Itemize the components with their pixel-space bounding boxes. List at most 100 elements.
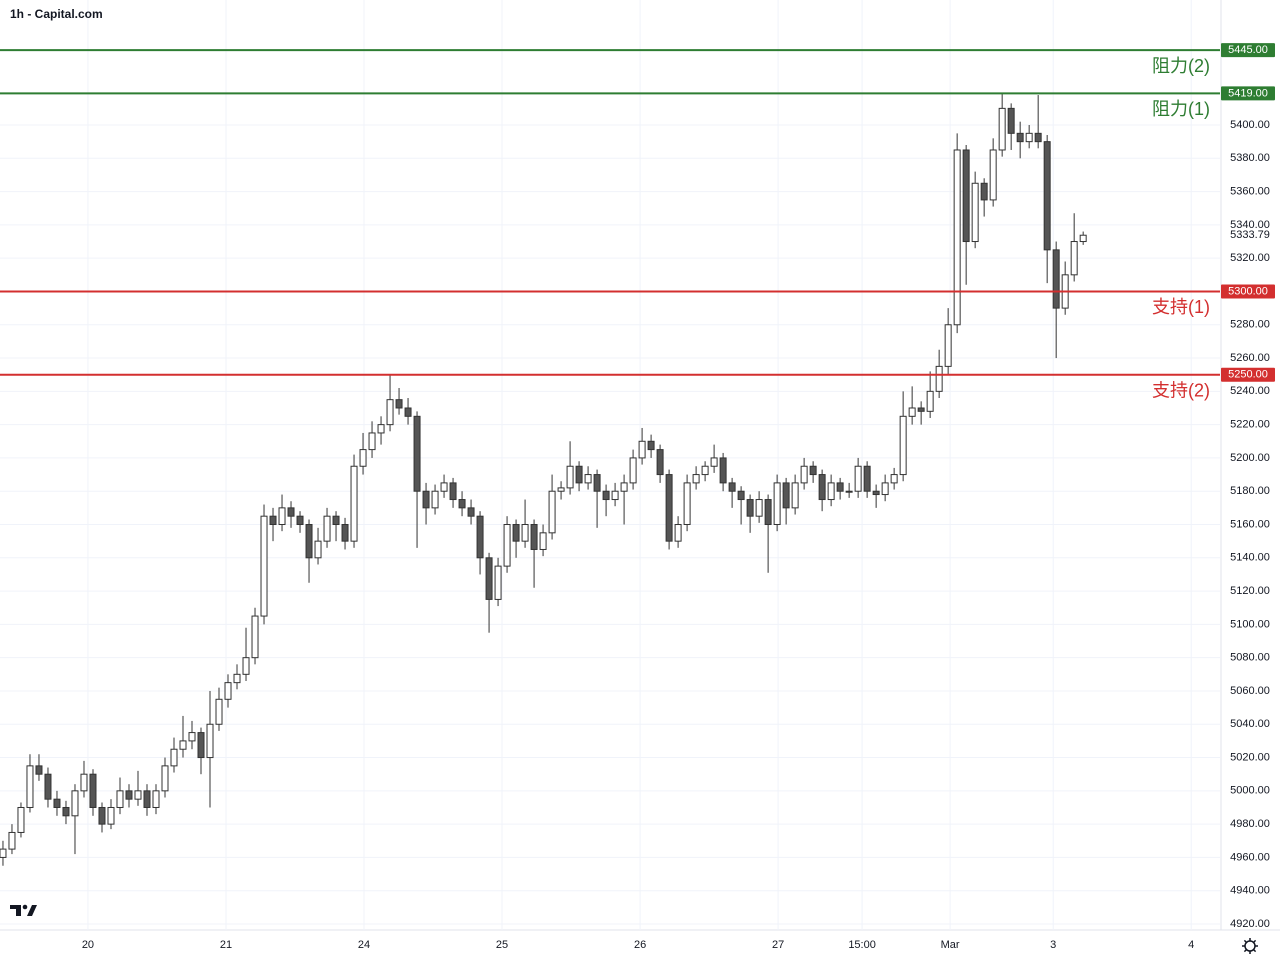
candle-body — [809, 465, 817, 476]
y-tick-label: 5000.00 — [1230, 785, 1270, 797]
candle-body — [260, 515, 268, 617]
candle-body — [179, 740, 187, 750]
candle-body — [359, 449, 367, 467]
candle-body — [1052, 249, 1060, 309]
x-tick-label: 20 — [82, 939, 94, 951]
y-tick-label: 4940.00 — [1230, 885, 1270, 897]
candle-body — [206, 723, 214, 759]
candle-body — [692, 474, 700, 484]
candle-body — [404, 407, 412, 417]
candle-body — [647, 440, 655, 451]
level-price-tag — [1221, 367, 1275, 382]
candle-body — [953, 149, 961, 326]
candle-body — [125, 790, 133, 800]
candle-body — [737, 490, 745, 501]
level-label: 支持(2) — [1152, 380, 1210, 400]
candle-body — [512, 524, 520, 542]
candle-body — [638, 440, 646, 459]
candle-body — [197, 732, 205, 759]
settings-icon[interactable] — [1242, 938, 1258, 954]
candle-body — [152, 790, 160, 808]
candle-body — [494, 565, 502, 600]
candle-body — [701, 465, 709, 476]
candle-body — [89, 773, 97, 808]
candle-body — [251, 615, 259, 659]
candle-body — [377, 424, 385, 434]
candle-body — [674, 524, 682, 542]
last-price-tag — [1224, 228, 1276, 243]
candle-body — [314, 540, 322, 559]
y-tick-label: 5140.00 — [1230, 552, 1270, 564]
y-tick-label: 5160.00 — [1230, 518, 1270, 530]
candle-body — [386, 399, 394, 426]
candle-body — [980, 182, 988, 201]
candle-body — [899, 415, 907, 476]
candle-body — [107, 806, 115, 825]
candle-body — [224, 682, 232, 700]
candle-body — [926, 390, 934, 412]
candle-body — [170, 748, 178, 767]
y-tick-label: 5080.00 — [1230, 652, 1270, 664]
candle-body — [8, 831, 16, 850]
candle-body — [116, 790, 124, 808]
grid — [0, 0, 1220, 930]
candle-body — [620, 482, 628, 492]
candle-body — [890, 474, 898, 484]
y-tick-label: 5360.00 — [1230, 185, 1270, 197]
candle-body — [278, 507, 286, 526]
candle-body — [584, 474, 592, 484]
y-tick-label: 5120.00 — [1230, 585, 1270, 597]
plot-area — [0, 93, 1087, 866]
candle-body — [710, 457, 718, 467]
x-tick-label: 21 — [220, 939, 232, 951]
candle-body — [728, 482, 736, 492]
y-tick-label: 5220.00 — [1230, 419, 1270, 431]
candle-body — [161, 765, 169, 792]
candle-body — [449, 482, 457, 501]
candle-body — [62, 806, 70, 817]
candle-body — [80, 773, 88, 792]
candle-body — [1025, 132, 1033, 143]
candle-body — [332, 515, 340, 526]
x-tick-label: Mar — [941, 939, 960, 951]
candle-body — [971, 182, 979, 243]
y-tick-label: 5400.00 — [1230, 119, 1270, 131]
candle-body — [467, 507, 475, 517]
x-tick-label: 25 — [496, 939, 508, 951]
y-tick-label: 4960.00 — [1230, 851, 1270, 863]
candle-body — [575, 465, 583, 484]
candle-body — [1034, 132, 1042, 143]
candle-body — [944, 324, 952, 367]
candle-body — [755, 499, 763, 517]
candle-body — [503, 524, 511, 567]
candle-body — [17, 806, 25, 833]
candle-body — [881, 482, 889, 496]
candle-body — [800, 465, 808, 484]
candle-body — [53, 798, 61, 808]
candle-body — [26, 765, 34, 808]
candle-body — [989, 149, 997, 201]
level-label: 阻力(1) — [1152, 99, 1210, 119]
level-price-tag — [1221, 43, 1275, 58]
candle-body — [665, 474, 673, 542]
candle-body — [134, 790, 142, 800]
y-tick-label: 5260.00 — [1230, 352, 1270, 364]
candle-body — [818, 474, 826, 501]
candle-body — [854, 465, 862, 492]
candle-body — [557, 487, 565, 492]
candle-body — [188, 732, 196, 742]
candle-body — [431, 490, 439, 509]
y-tick-label: 5320.00 — [1230, 252, 1270, 264]
candle-body — [422, 490, 430, 509]
y-tick-label: 5060.00 — [1230, 685, 1270, 697]
candle-body — [530, 524, 538, 550]
y-tick-label: 5200.00 — [1230, 452, 1270, 464]
candle-body — [485, 557, 493, 600]
candle-body — [476, 515, 484, 559]
candle-body — [791, 482, 799, 509]
candle-body — [413, 415, 421, 492]
candle-body — [341, 524, 349, 542]
candle-body — [143, 790, 151, 808]
level-label: 支持(1) — [1152, 297, 1210, 317]
